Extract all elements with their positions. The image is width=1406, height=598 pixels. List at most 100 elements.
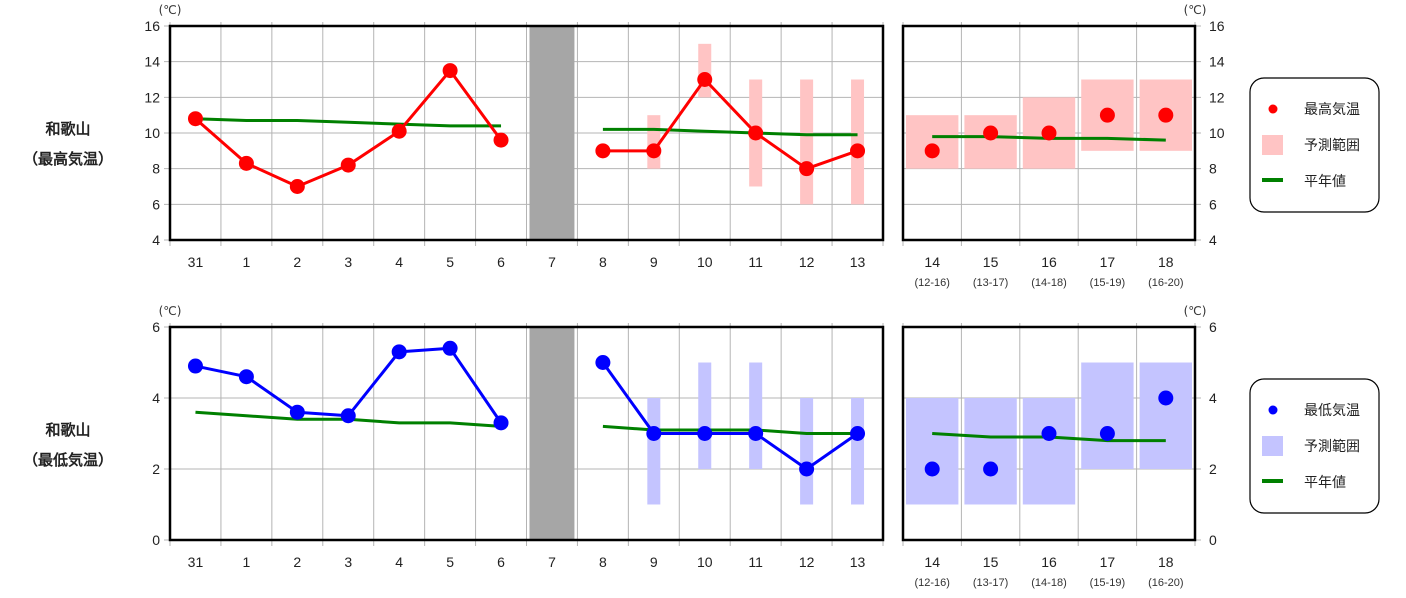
y-tick-label-left: 10 [144, 125, 160, 141]
missing-data-band [529, 26, 575, 240]
weekly-range-box [964, 115, 1017, 169]
forecast-point [850, 426, 866, 441]
weekly-range-box [1139, 362, 1192, 469]
x-tick-label: 8 [599, 554, 607, 570]
weekly-x-tick-label: 16 [1041, 254, 1057, 270]
x-tick-label: 6 [497, 254, 505, 270]
observed-point [493, 132, 509, 148]
y-tick-label-right: 4 [1209, 232, 1217, 248]
chart-element-label: （最高気温） [23, 150, 113, 168]
x-tick-label: 7 [548, 554, 556, 570]
weekly-x-tick-label: 18 [1158, 254, 1174, 270]
x-tick-label: 9 [650, 554, 658, 570]
x-tick-label: 10 [697, 254, 713, 270]
plot-frame-daily [168, 24, 885, 242]
weekly-period-label: (15-19) [1090, 577, 1125, 589]
weekly-forecast-point [1099, 107, 1115, 123]
y-tick-label-right: 12 [1209, 89, 1225, 105]
weekly-range-box [906, 115, 959, 169]
forecast-point [748, 426, 764, 441]
missing-data-band [529, 327, 575, 540]
x-tick-label: 9 [650, 254, 658, 270]
observed-point [187, 358, 203, 374]
y-tick-label-left: 12 [144, 89, 160, 105]
weekly-period-label: (15-19) [1090, 277, 1125, 289]
weekly-period-label: (13-17) [973, 277, 1008, 289]
weekly-x-tick-label: 14 [924, 254, 940, 270]
forecast-line [601, 361, 859, 471]
x-tick-label: 13 [850, 254, 866, 270]
weekly-period-label: (16-20) [1148, 577, 1183, 589]
forecast-range-bar [749, 362, 763, 469]
forecast-range-bar [698, 362, 712, 469]
forecast-range-bar [698, 43, 712, 98]
weekly-forecast-point [1099, 426, 1115, 441]
x-tick-label: 2 [293, 554, 301, 570]
y-tick-label-right: 0 [1209, 532, 1217, 548]
weekly-forecast-point [924, 143, 940, 159]
legend-normal-icon [1262, 479, 1283, 483]
x-tick-label: 5 [446, 254, 454, 270]
y-tick-label-left: 14 [144, 54, 160, 70]
legend-label-range: 予測範囲 [1304, 438, 1360, 455]
observed-point [391, 344, 407, 360]
y-tick-label-left: 16 [144, 18, 160, 34]
y-tick-label-right: 16 [1209, 18, 1225, 34]
x-tick-label: 1 [242, 554, 250, 570]
weekly-forecast-point [1158, 107, 1174, 123]
weekly-forecast-point [983, 461, 999, 477]
legend-label-normal: 平年値 [1304, 174, 1346, 190]
observed-point [340, 408, 356, 424]
weekly-range-box [1081, 362, 1134, 469]
weekly-forecast-point [1041, 125, 1057, 141]
y-tick-label-left: 0 [152, 532, 160, 548]
weekly-x-tick-label: 18 [1158, 554, 1174, 570]
normal-line [195, 117, 502, 128]
forecast-point [595, 143, 611, 159]
forecast-range-bar [647, 398, 661, 505]
x-tick-label: 11 [748, 554, 763, 570]
chart-element-label: （最低気温） [23, 451, 113, 469]
y-tick-label-left: 6 [152, 196, 160, 212]
chart-station-label: 和歌山 [45, 421, 90, 439]
x-tick-label: 11 [748, 254, 763, 270]
forecast-point [850, 143, 866, 159]
forecast-point [748, 125, 764, 141]
x-tick-label: 6 [497, 554, 505, 570]
forecast-point [799, 161, 815, 177]
forecast-point [646, 426, 662, 441]
weekly-period-label: (12-16) [914, 277, 949, 289]
forecast-line [602, 78, 859, 171]
plot-frame-weekly [901, 325, 1197, 542]
legend-label-range: 予測範囲 [1304, 137, 1360, 154]
chart-station-label: 和歌山 [45, 120, 90, 138]
forecast-range-bar [800, 79, 814, 205]
normal-line [602, 127, 858, 137]
y-tick-label-right: 6 [1209, 196, 1217, 212]
forecast-point [697, 72, 713, 87]
x-tick-label: 7 [548, 254, 556, 270]
x-tick-label: 8 [599, 254, 607, 270]
y-tick-label-right: 14 [1209, 54, 1225, 70]
x-tick-label: 12 [799, 254, 815, 270]
legend-label-normal: 平年値 [1304, 475, 1346, 491]
forecast-range-bar [800, 398, 814, 505]
y-axis-unit-right: (℃) [1184, 3, 1207, 17]
y-tick-label-left: 2 [152, 461, 160, 477]
weekly-x-tick-label: 14 [924, 554, 940, 570]
x-tick-label: 4 [395, 254, 403, 270]
y-axis-unit-left: (℃) [159, 3, 182, 17]
y-tick-label-left: 6 [152, 319, 160, 335]
observed-point [493, 415, 509, 431]
legend-label-point: 最高気温 [1304, 101, 1360, 118]
weekly-forecast-point [1158, 390, 1174, 406]
forecast-point [799, 461, 815, 477]
y-tick-label-left: 4 [152, 390, 160, 406]
legend-point-icon [1268, 405, 1278, 415]
observed-point [391, 123, 407, 139]
weekly-x-tick-label: 17 [1100, 254, 1116, 270]
y-tick-label-right: 6 [1209, 319, 1217, 335]
x-tick-label: 13 [850, 554, 866, 570]
